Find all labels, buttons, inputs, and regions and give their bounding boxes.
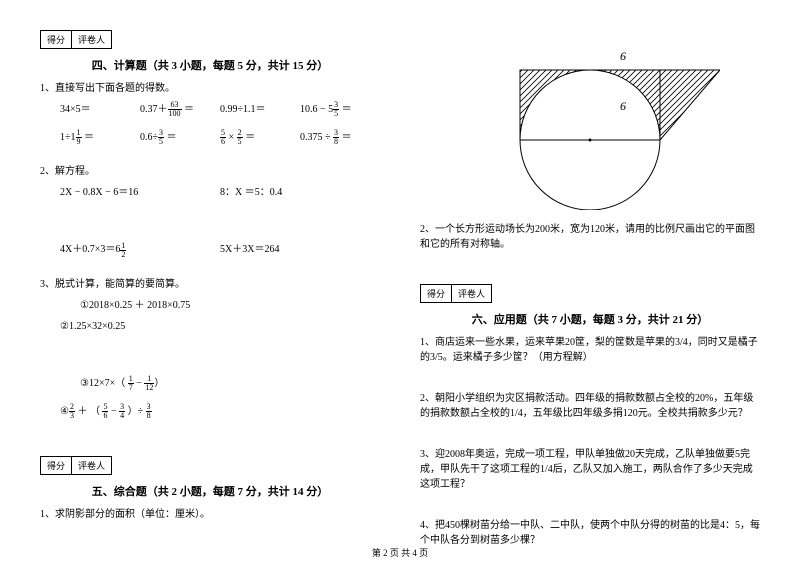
eq2-3: 4X＋0.7×3＝612	[60, 240, 220, 258]
eq7-m: ×	[226, 132, 237, 143]
eq-5: 1÷119 ＝	[60, 128, 140, 146]
q3-label: 3、脱式计算，能简算的要简算。	[40, 275, 380, 290]
eq3-3cd: 12	[144, 384, 154, 392]
eq7-c: ＝	[243, 132, 256, 143]
eq8-c: ＝	[339, 132, 352, 143]
sec6-q4: 4、把450棵树苗分给一中队、二中队，使两个中队分得的树苗的比是4：5，每个中队…	[420, 516, 760, 546]
spacer-2	[40, 348, 380, 368]
fig-label-mid: 6	[620, 99, 626, 113]
eq3-4ed: 8	[146, 412, 152, 420]
q3-equations-b: ③12×7×（ 17 − 112） ④23 ＋ （ 56 − 34 ）÷ 38	[60, 374, 380, 430]
sec6-q2: 2、朝阳小学组织为灾区捐款活动。四年级的捐款数额占全校的20%，五年级的捐款数额…	[420, 389, 760, 419]
score-label-6: 得分	[421, 285, 452, 302]
q1-equations: 34×5＝ 0.37＋63100 ＝ 0.99÷1.1＝ 10.6 − 535 …	[60, 100, 380, 156]
spacer-1	[40, 214, 380, 234]
eq3-4m2: −	[108, 406, 119, 417]
eq2-1: 2X − 0.8X − 6＝16	[60, 183, 220, 198]
score-label-5: 得分	[41, 457, 72, 474]
eq2-4: 5X＋3X＝264	[220, 240, 380, 258]
eq2-3a: 4X＋0.7×3＝6	[60, 244, 120, 255]
eq-2: 0.37＋63100 ＝	[140, 100, 220, 118]
eq3-4m1: ＋ （	[75, 406, 103, 417]
eq2-d: 100	[168, 110, 182, 118]
eq2-a: 0.37＋	[140, 104, 168, 115]
eq-3: 0.99÷1.1＝	[220, 100, 300, 118]
score-box-sec5: 得分 评卷人	[40, 456, 112, 475]
eq3-3a: ③12×7×（	[80, 378, 128, 389]
eq3-3m: −	[134, 378, 145, 389]
eq8-a: 0.375 ÷	[300, 132, 333, 143]
sec6-q3: 3、迎2008年奥运，完成一项工程，甲队单独做20天完成，乙队单独做要5完成，甲…	[420, 445, 760, 490]
spacer-r4	[420, 494, 760, 512]
eq3-4a: ④	[60, 406, 69, 417]
q2-equations: 2X − 0.8X − 6＝16 8：X ＝5：0.4	[60, 183, 380, 208]
eq3-4m3: ）÷	[125, 406, 146, 417]
eq2-c: ＝	[182, 104, 195, 115]
eq-4: 10.6 − 535 ＝	[300, 100, 380, 118]
eq3-4: ④23 ＋ （ 56 − 34 ）÷ 38	[60, 402, 220, 420]
section-4-title: 四、计算题（共 3 小题，每题 5 分，共计 15 分）	[40, 57, 380, 73]
fig-label-top: 6	[620, 49, 626, 63]
eq6-c: ＝	[164, 132, 177, 143]
spacer-r3	[420, 423, 760, 441]
section-6-title: 六、应用题（共 7 小题，每题 3 分，共计 21 分）	[420, 311, 760, 327]
spacer-r2	[420, 367, 760, 385]
right-q2: 2、一个长方形运动场长为200米，宽为120米，请用的比例尺画出它的平面图和它的…	[420, 220, 760, 250]
sec6-q1: 1、商店运来一些水果，运来苹果20筐，梨的筐数是苹果的3/4，同时又是橘子的3/…	[420, 333, 760, 363]
grader-label-5: 评卷人	[72, 457, 111, 474]
spacer-r1	[420, 254, 760, 284]
score-label: 得分	[41, 31, 72, 48]
q2-label: 2、解方程。	[40, 162, 380, 177]
eq2-3d: 2	[120, 251, 126, 259]
section-5-title: 五、综合题（共 2 小题，每题 7 分，共计 14 分）	[40, 483, 380, 499]
spacer-3	[40, 436, 380, 456]
q2-equations-b: 4X＋0.7×3＝612 5X＋3X＝264	[60, 240, 380, 268]
eq-8: 0.375 ÷ 38 ＝	[300, 128, 380, 146]
eq-1: 34×5＝	[60, 100, 140, 118]
q3-equations: ①2018×0.25 ＋ 2018×0.75 ②1.25×32×0.25	[60, 296, 380, 342]
eq3-3: ③12×7×（ 17 − 112）	[80, 374, 240, 392]
eq4-c: ＝	[339, 104, 352, 115]
grader-label-6: 评卷人	[452, 285, 491, 302]
eq3-3d: ）	[154, 378, 164, 389]
eq4-a: 10.6 − 5	[300, 104, 333, 115]
eq-7: 56 × 25 ＝	[220, 128, 300, 146]
score-box-sec6: 得分 评卷人	[420, 284, 492, 303]
page-footer: 第 2 页 共 4 页	[0, 546, 800, 559]
score-box-sec4: 得分 评卷人	[40, 30, 112, 49]
eq5-c: ＝	[82, 132, 95, 143]
eq3-1: ①2018×0.25 ＋ 2018×0.75	[80, 296, 240, 311]
sec5-q1: 1、求阴影部分的面积（单位：厘米）。	[40, 505, 380, 520]
right-column: 6 6 2、一个长方形运动场长为200米，宽为120米，请用的比例尺画出它的平面…	[400, 0, 800, 565]
eq5-a: 1÷1	[60, 132, 76, 143]
geometry-figure: 6 6	[460, 30, 720, 210]
q1-label: 1、直接写出下面各题的得数。	[40, 79, 380, 94]
eq3-2: ②1.25×32×0.25	[60, 321, 220, 332]
eq-6: 0.6÷35 ＝	[140, 128, 220, 146]
eq2-2: 8：X ＝5：0.4	[220, 183, 380, 198]
left-column: 得分 评卷人 四、计算题（共 3 小题，每题 5 分，共计 15 分） 1、直接…	[0, 0, 400, 565]
grader-label: 评卷人	[72, 31, 111, 48]
eq6-a: 0.6÷	[140, 132, 158, 143]
